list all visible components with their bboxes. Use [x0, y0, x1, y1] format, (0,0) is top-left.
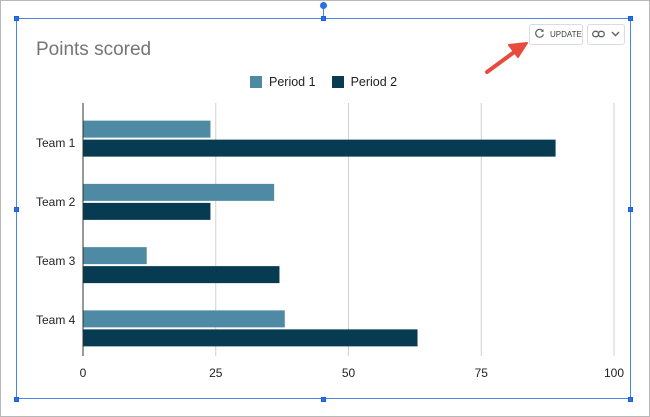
legend-item-period2: Period 2 [331, 75, 398, 89]
linked-chart-toolbar: UPDATE [529, 24, 625, 45]
legend-label-period1: Period 1 [269, 75, 316, 89]
legend-swatch-period2 [331, 76, 344, 88]
link-options-button[interactable] [587, 24, 625, 45]
legend-swatch-period1 [250, 76, 262, 88]
bar-team-3-period-1 [83, 247, 147, 265]
rotate-connector [323, 5, 324, 18]
bar-team-4-period-1 [83, 310, 285, 328]
bar-team-1-period-2 [83, 139, 556, 157]
update-button[interactable]: UPDATE [529, 24, 583, 45]
category-label-team-2: Team 2 [36, 195, 76, 209]
resize-handle-bottom-left[interactable] [14, 397, 19, 402]
bar-team-1-period-1 [83, 120, 211, 138]
resize-handle-top-right[interactable] [628, 16, 633, 21]
x-tick-label-25: 25 [209, 366, 223, 380]
resize-handle-middle-right[interactable] [628, 207, 633, 212]
rotate-handle[interactable] [320, 2, 327, 9]
resize-handle-top-left[interactable] [14, 16, 19, 21]
x-tick-label-75: 75 [475, 366, 489, 380]
resize-handle-middle-left[interactable] [14, 207, 19, 212]
resize-handle-bottom-right[interactable] [628, 397, 633, 402]
legend-item-period1: Period 1 [250, 75, 316, 89]
category-label-team-1: Team 1 [36, 136, 76, 150]
resize-handle-top-middle[interactable] [321, 16, 326, 21]
x-tick-label-0: 0 [80, 366, 87, 380]
resize-handle-bottom-middle[interactable] [321, 397, 326, 402]
category-label-team-4: Team 4 [36, 313, 76, 327]
chart-title: Points scored [36, 39, 152, 60]
bar-team-2-period-2 [83, 202, 211, 220]
x-tick-label-50: 50 [342, 366, 356, 380]
x-tick-label-100: 100 [604, 366, 624, 380]
link-icon [592, 30, 605, 40]
update-label: UPDATE [550, 30, 582, 39]
refresh-icon [534, 28, 545, 41]
bar-team-2-period-1 [83, 183, 275, 201]
category-label-team-3: Team 3 [36, 254, 76, 268]
chart-legend: Period 1 Period 2 [250, 75, 413, 89]
legend-label-period2: Period 2 [350, 75, 398, 89]
bar-team-3-period-2 [83, 266, 280, 284]
chevron-down-icon [611, 30, 620, 39]
bar-team-4-period-2 [83, 329, 418, 347]
